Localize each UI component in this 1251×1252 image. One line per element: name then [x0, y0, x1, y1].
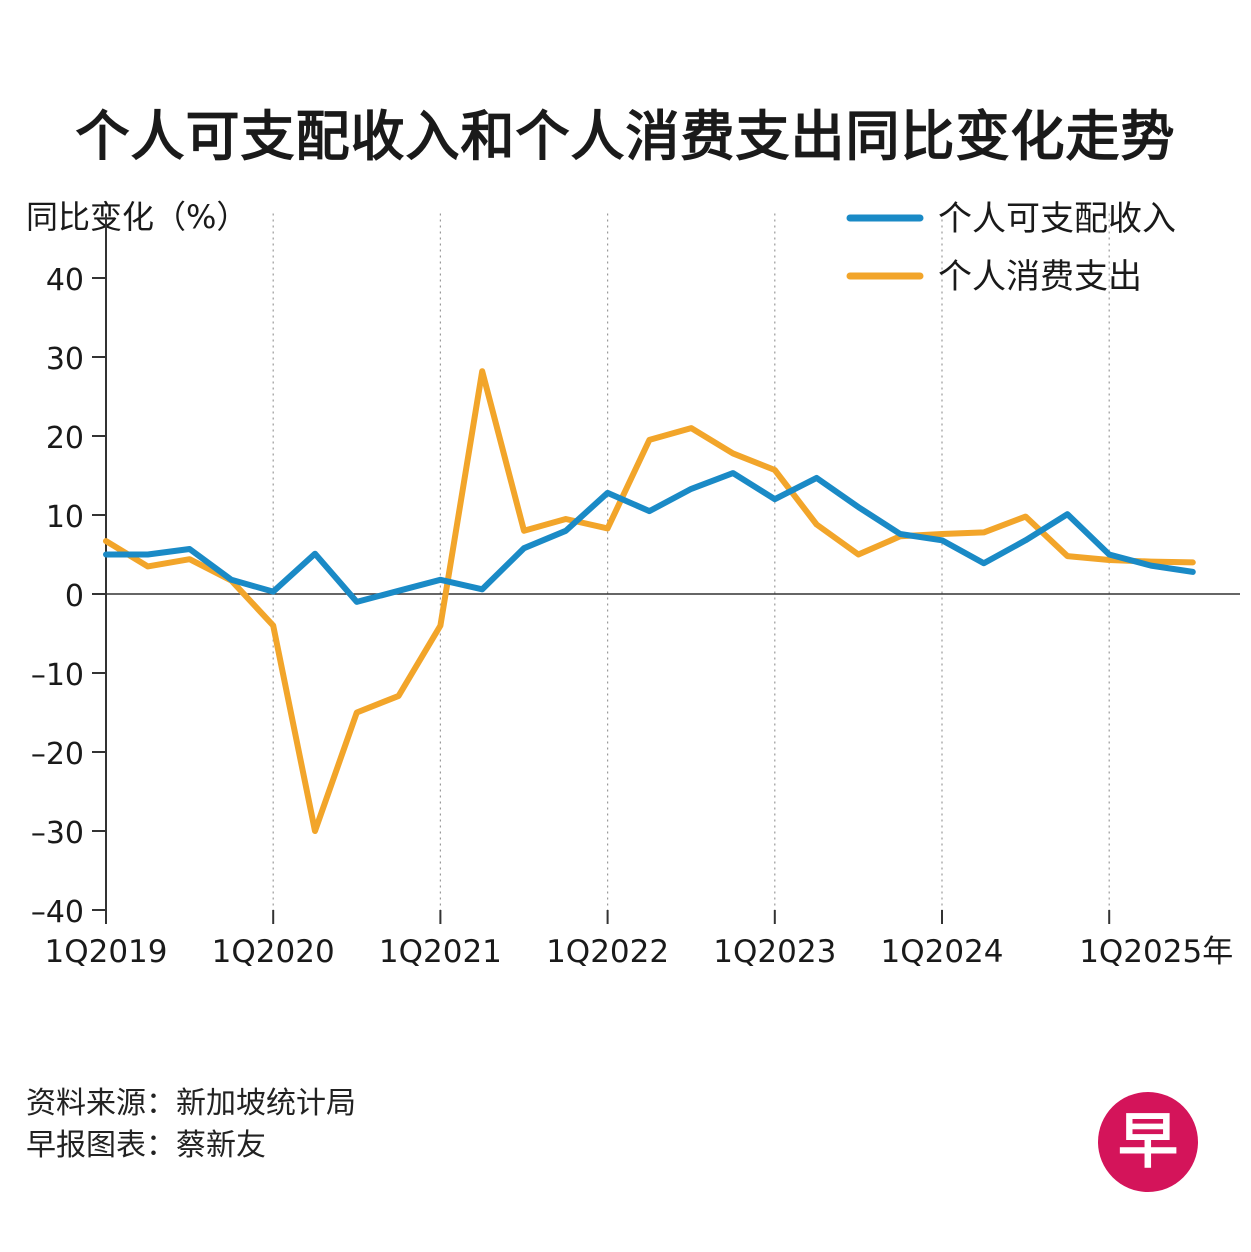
y-tick-label-4: 0: [65, 579, 84, 614]
legend-label-0: 个人可支配收入: [938, 199, 1176, 239]
x-tick-label-0: 1Q2019: [44, 934, 167, 970]
x-tick-label-4: 1Q2023: [713, 934, 836, 970]
zaobao-logo: 早: [1098, 1092, 1198, 1192]
source-note: 资料来源：新加坡统计局: [26, 1086, 356, 1121]
y-axis-label: 同比变化（%）: [26, 198, 249, 236]
legend-label-1: 个人消费支出: [938, 257, 1142, 297]
x-tick-label-5: 1Q2024: [880, 934, 1003, 970]
x-tick-label-6: 1Q2025年: [1079, 934, 1233, 970]
y-tick-label-2: 20: [46, 421, 84, 456]
y-tick-label-1: 30: [46, 342, 84, 377]
logo-circle: [1098, 1092, 1198, 1192]
x-tick-label-2: 1Q2021: [379, 934, 502, 970]
series-line-0: [103, 470, 1196, 605]
x-tick-label-1: 1Q2020: [212, 934, 335, 970]
chart-title: 个人可支配收入和个人消费支出同比变化走势: [75, 105, 1176, 168]
x-tick-label-3: 1Q2022: [546, 934, 669, 970]
y-tick-label-3: 10: [46, 500, 84, 535]
logo-text: 早: [1118, 1107, 1178, 1177]
y-tick-label-0: 40: [46, 263, 84, 298]
credit-note: 早报图表：蔡新友: [26, 1128, 266, 1163]
series-line-1: [103, 368, 1196, 834]
y-tick-label-5: –10: [31, 658, 84, 693]
y-tick-label-6: –20: [31, 737, 84, 772]
y-tick-label-8: –40: [31, 895, 84, 930]
y-tick-label-7: –30: [31, 816, 84, 851]
